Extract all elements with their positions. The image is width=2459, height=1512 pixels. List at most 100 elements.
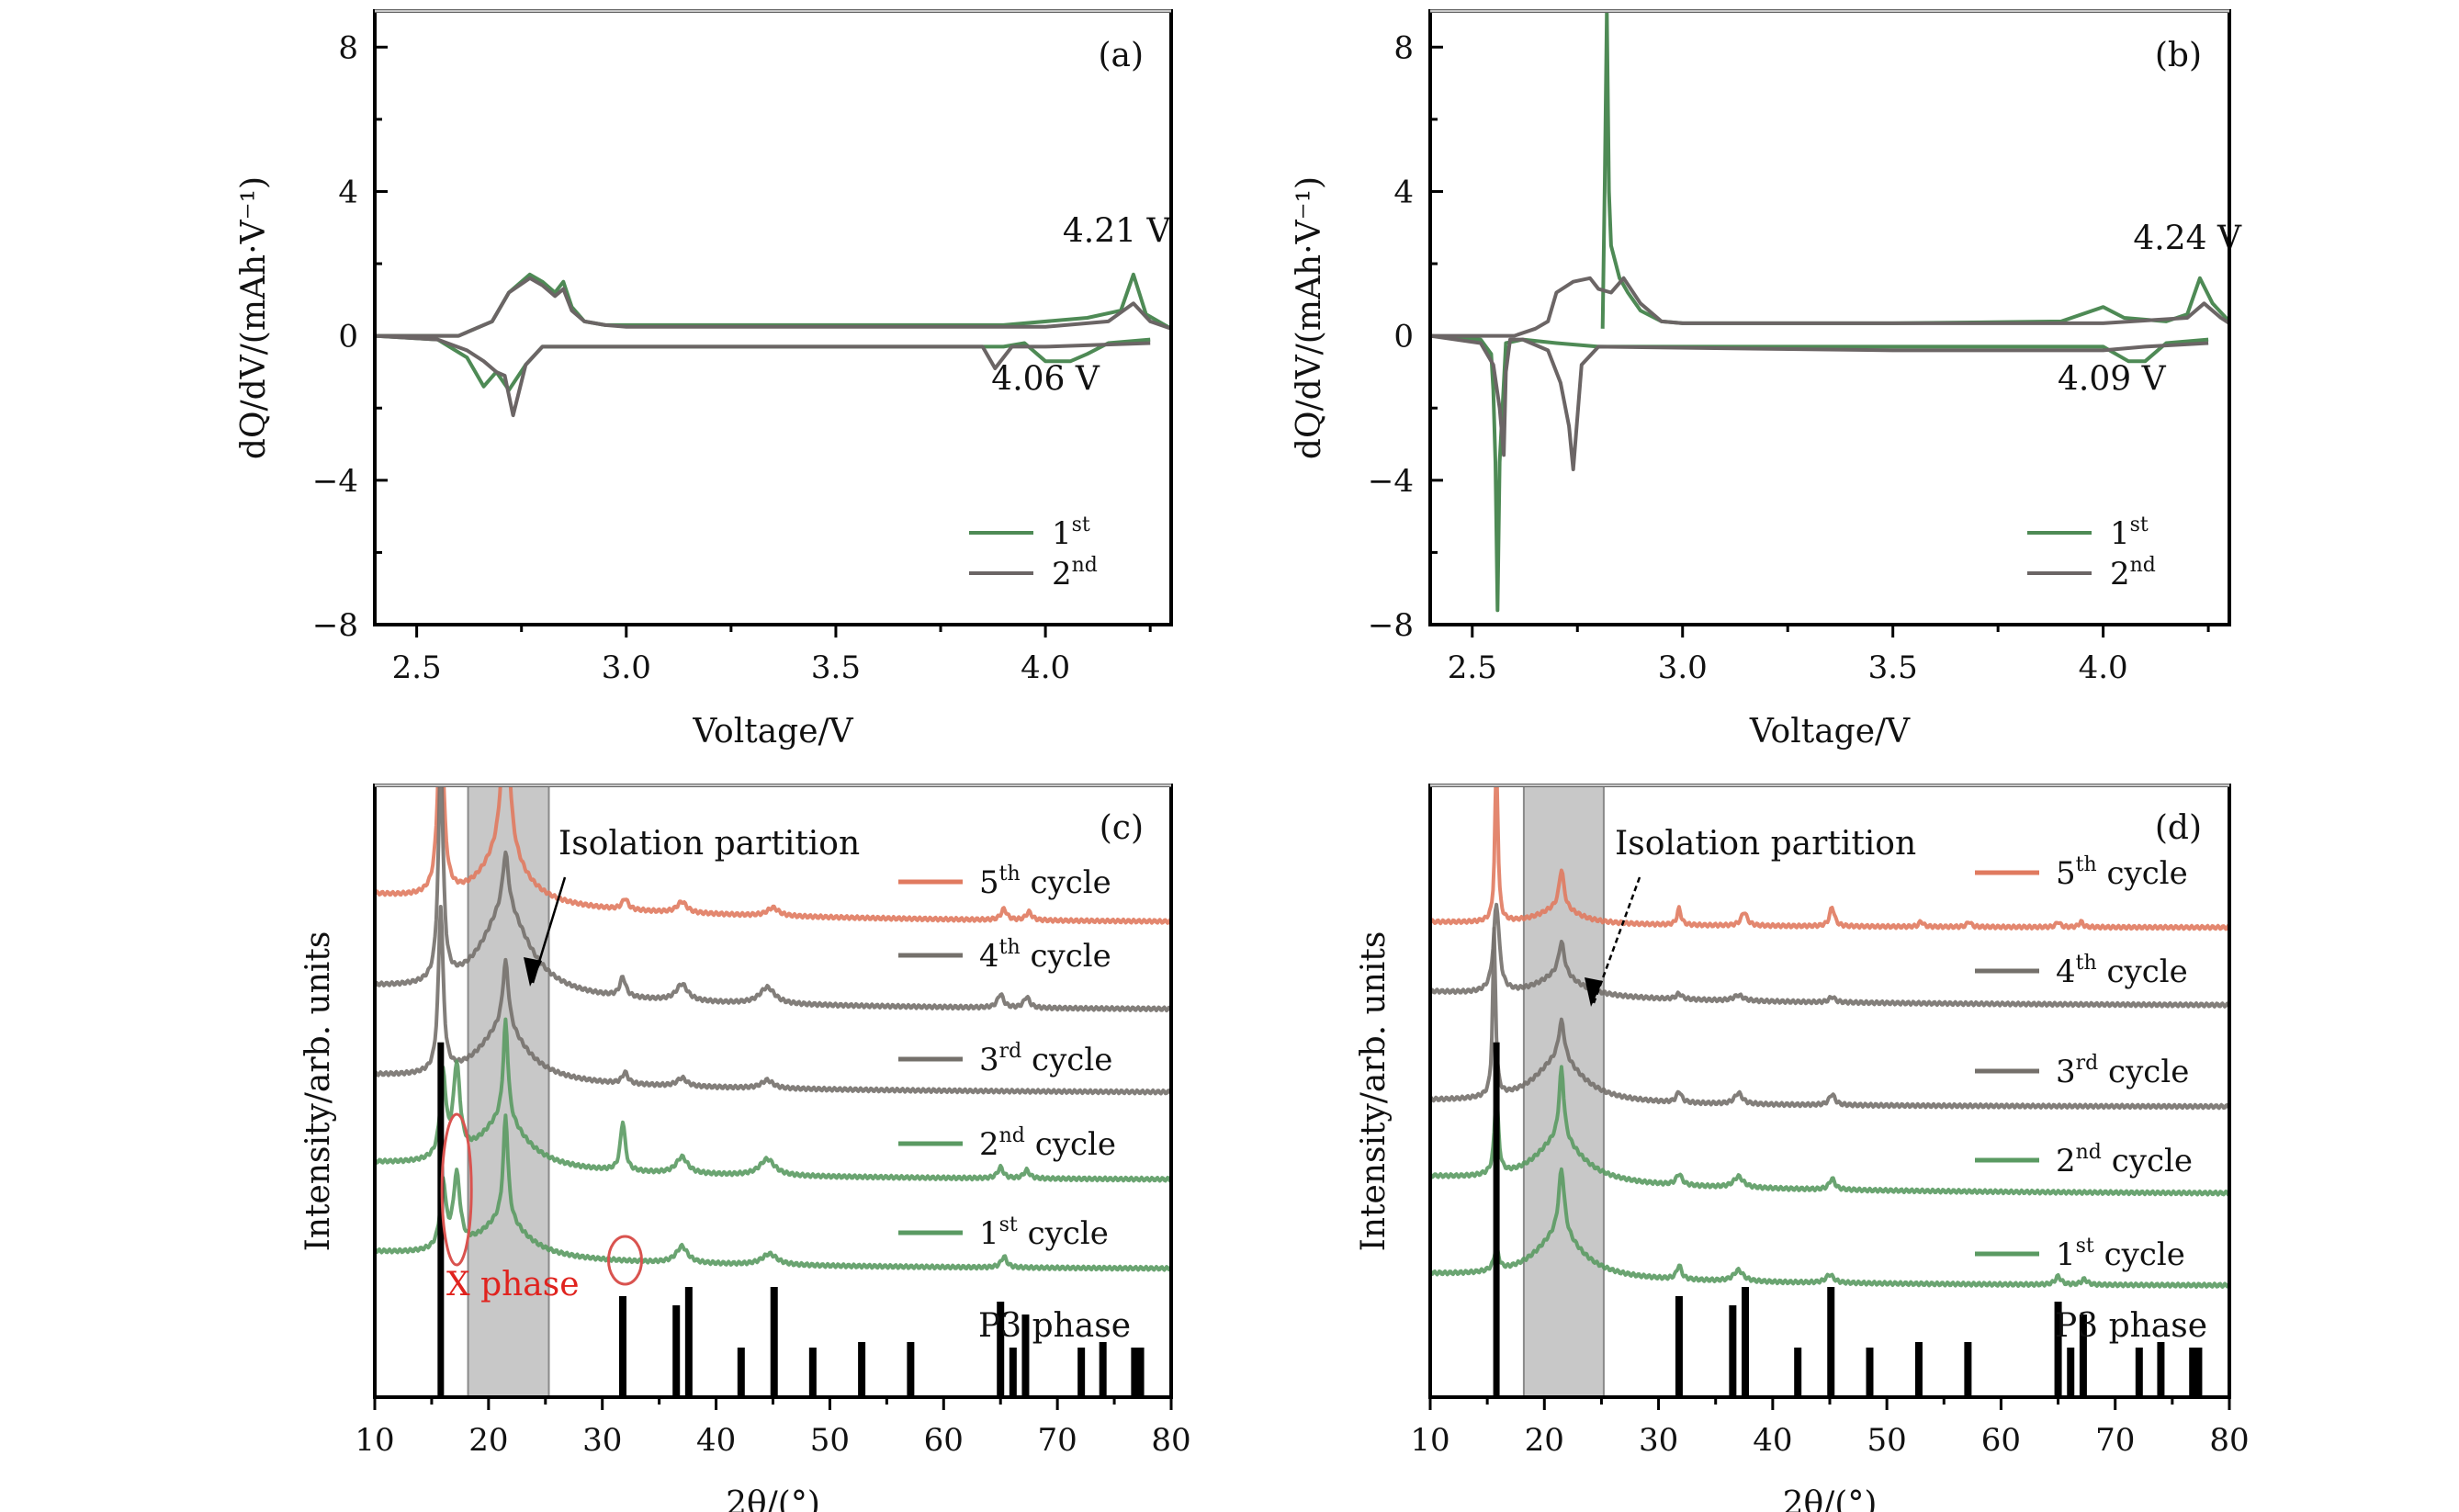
panel-label: (b) [2155,37,2202,74]
xrd-trace-5th-cycle [1430,785,2229,931]
x-tick-label: 3.0 [1658,649,1708,686]
plot-area [375,785,1171,1397]
p3-reference-stick [2054,1302,2062,1397]
legend-label-suffix: cycle [1021,1042,1112,1078]
legend-label-number: 3 [2056,1054,2076,1090]
peak-annotation: 4.24 V [2133,220,2242,257]
legend-label: 3rd cycle [979,1040,1112,1078]
legend-label-number: 1 [2056,1236,2076,1273]
p3-reference-stick [1866,1348,1874,1397]
legend-label: 2nd cycle [979,1124,1116,1163]
legend-label-suffix: cycle [2097,953,2188,990]
panel-label: (a) [1098,37,1144,74]
legend-label-number: 2 [2110,556,2130,592]
legend-label-suffix: cycle [1021,864,1111,901]
panel-d: 10 20 30 40 50 60 70 80 2θ/(°) Intensity/arb. uni… [1355,784,2250,1512]
legend-label-sup: nd [1072,554,1098,577]
p3-reference-stick [1131,1348,1139,1397]
x-tick-label: 10 [1410,1422,1449,1459]
y-tick-label: 0 [1393,319,1414,355]
legend-label: 4th cycle [979,936,1111,975]
y-tick-label: 4 [338,174,358,210]
xrd-trace-3rd-cycle [375,905,1171,1096]
legend-label-number: 2 [1052,556,1072,592]
panel-label: (d) [2155,809,2202,847]
x-tick-label: 10 [355,1422,394,1459]
legend-label: 4th cycle [2056,952,2188,990]
xrd-trace-1st-cycle [375,1113,1171,1272]
legend-label: 1st [1052,513,1090,552]
x-tick-label: 60 [1981,1422,2021,1459]
plot-area [1430,785,2229,1397]
x-tick-label: 20 [1525,1422,1564,1459]
panel-label: (c) [1100,809,1144,847]
x-phase-label: X phase [446,1266,580,1303]
legend-label-sup: st [999,1213,1018,1236]
p3-reference-stick [2135,1348,2143,1397]
y-tick-label: 8 [338,29,358,66]
legend-label-suffix: cycle [1025,1126,1116,1163]
plot-area [375,272,1171,418]
legend-label-sup: nd [999,1124,1025,1147]
legend-label-number: 1 [2110,515,2130,552]
x-tick-label: 30 [582,1422,622,1459]
xrd-trace-2nd-cycle [375,1017,1171,1183]
p3-reference-stick [997,1302,1005,1397]
y-tick-label: 0 [338,319,358,355]
legend-label-suffix: cycle [2097,855,2188,892]
y-axis-title: dQ/dV/(mAh·V⁻¹) [1291,176,1328,459]
panel-c: 10 20 30 40 50 60 70 80 2θ/(°) Intensity/arb. uni… [299,784,1191,1512]
series-line-1st-charge [1600,11,2229,329]
legend-label: 2nd [1052,554,1098,592]
x-tick-label: 3.0 [602,649,651,686]
legend-label-number: 3 [979,1042,999,1078]
legend-label-sup: st [1072,513,1090,536]
xrd-trace-4th-cycle [375,785,1171,1013]
panel-b: 2.5 3.0 3.5 4.0 Voltage/V −8 −4 0 4 8 dQ/dV/(mAh·V… [1291,9,2242,750]
p3-phase-label: P3 phase [978,1307,1131,1345]
legend-label-suffix: cycle [2098,1054,2189,1090]
legend-label-suffix: cycle [2094,1236,2185,1273]
x-tick-label: 3.5 [811,649,861,686]
x-tick-label: 40 [696,1422,736,1459]
x-tick-label: 80 [1151,1422,1190,1459]
legend-label: 2nd [2110,554,2156,592]
p3-reference-stick [2067,1348,2075,1397]
x-tick-label: 3.5 [1868,649,1918,686]
legend-label-number: 4 [2056,953,2076,990]
legend-label-number: 2 [2056,1143,2076,1179]
p3-reference-stick [1009,1348,1017,1397]
legend-label-number: 5 [979,864,999,901]
p3-reference-stick [672,1305,681,1397]
x-axis-title: 2θ/(°) [1783,1485,1878,1512]
y-axis-title: Intensity/arb. units [1355,931,1393,1252]
legend-label-sup: th [999,863,1021,886]
p3-reference-stick [770,1287,778,1397]
p3-phase-label: P3 phase [2055,1307,2207,1345]
x-tick-label: 40 [1753,1422,1792,1459]
x-tick-label: 4.0 [2079,649,2128,686]
peak-annotation: 4.21 V [1063,212,1172,250]
p3-reference-stick [1794,1348,1802,1397]
p3-reference-stick [907,1342,915,1397]
legend-label-suffix: cycle [2102,1143,2193,1179]
y-tick-label: 8 [1393,29,1414,66]
legend-label-number: 4 [979,938,999,975]
y-tick-label: 4 [1393,174,1414,210]
p3-reference-stick [1021,1315,1030,1397]
p3-reference-stick [2194,1348,2203,1397]
xrd-trace-2nd-cycle [1430,1065,2229,1197]
p3-reference-stick [1136,1348,1145,1397]
x-phase-circle [440,1112,473,1267]
y-tick-label: −8 [1368,607,1414,644]
p3-reference-stick [737,1348,745,1397]
series-line-2nd-discharge [1430,333,2209,471]
p3-reference-stick [1493,1042,1500,1397]
x-axis-title: 2θ/(°) [726,1485,820,1512]
p3-reference-stick [1729,1305,1737,1397]
xrd-trace-4th-cycle [1430,902,2229,1009]
p3-reference-stick [858,1342,866,1397]
legend-label: 1st cycle [2056,1235,2185,1273]
legend-label: 3rd cycle [2056,1052,2189,1090]
